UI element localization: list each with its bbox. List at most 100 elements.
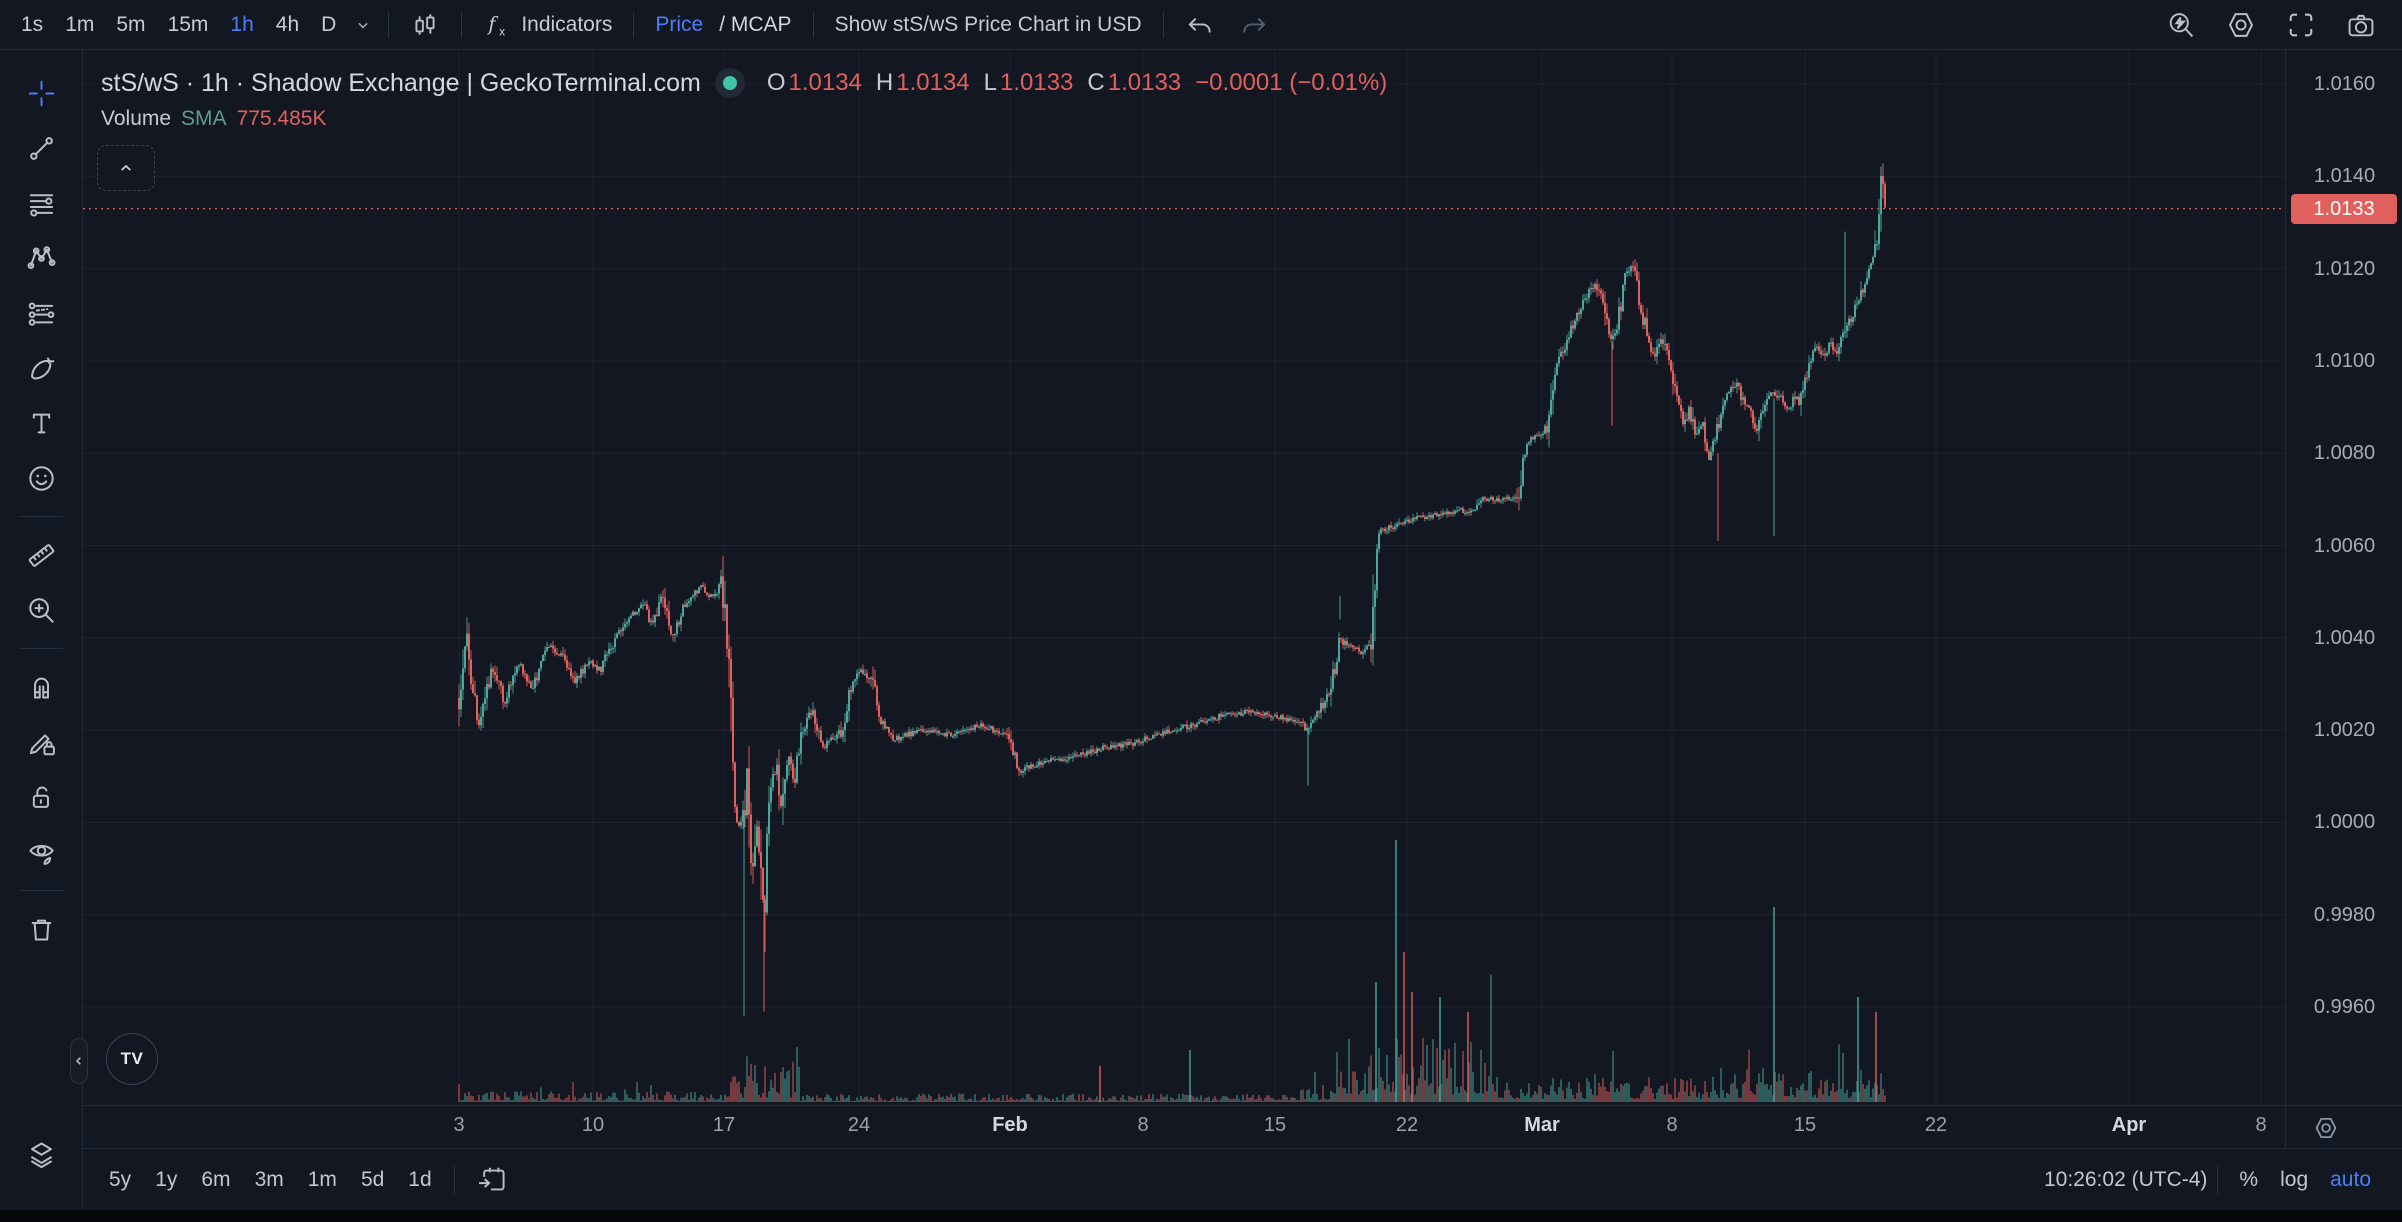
toolbar-divider [633,11,635,38]
range-6m-button[interactable]: 6m [189,1159,242,1201]
svg-text:x: x [499,25,505,38]
tool-brush-button[interactable] [17,345,65,391]
tool-emoji-button[interactable] [17,455,65,501]
auto-scale-button[interactable]: auto [2319,1168,2382,1192]
chevron-left-icon [75,1057,81,1065]
range-5d-button[interactable]: 5d [349,1159,396,1201]
clock-timezone-button[interactable]: 10:26:02 (UTC-4) [2044,1167,2208,1191]
percent-scale-button[interactable]: % [2228,1168,2269,1192]
time-axis-label: Apr [2111,1114,2147,1136]
sidebar-divider [19,890,63,891]
volume-value: 775.485K [236,107,327,130]
undo-icon [1187,17,1211,32]
price-axis-label: 0.9980 [2313,903,2376,926]
tool-edit-lock-button[interactable] [17,719,65,765]
screenshot-icon [2348,14,2374,36]
brush-icon [30,356,54,380]
screenshot-button[interactable] [2336,6,2386,44]
tool-projection-button[interactable] [17,290,65,336]
svg-text:f: f [487,12,499,35]
text-icon [32,413,50,433]
chevron-up-icon [121,164,131,171]
timeframe-1h-button[interactable]: 1h [219,6,264,44]
timeframe-15m-button[interactable]: 15m [157,6,220,44]
go-to-date-button[interactable] [465,1162,517,1197]
timeframe-1d-button[interactable]: D [310,6,347,44]
time-axis-label: 22 [1395,1114,1419,1136]
time-axis-label: 17 [712,1114,736,1136]
range-1m-button[interactable]: 1m [296,1159,349,1201]
indicators-button[interactable]: f x Indicators [471,6,624,44]
tool-xabcd-pattern-button[interactable] [17,235,65,281]
timeframe-1m-button[interactable]: 1m [54,6,105,44]
price-mcap-toggle[interactable]: Price / MCAP [643,6,803,44]
legend-collapse-button[interactable] [97,145,155,191]
tool-hide-drawings-button[interactable] [17,829,65,875]
toolbar-divider [388,11,390,38]
timeframe-4h-button[interactable]: 4h [265,6,310,44]
tool-crosshair-button[interactable] [17,70,65,116]
time-axis-label: 8 [1666,1114,1678,1136]
price-axis-label: 1.0160 [2313,73,2376,95]
mcap-toggle-label[interactable]: / MCAP [719,12,792,36]
settings-button[interactable] [2216,6,2266,44]
volume-indicator-label[interactable]: Volume [101,107,172,130]
price-axis[interactable]: 1.0160 1.0140 1.0120 1.0100 1.0080 1.0060 1.00… [2285,50,2402,1105]
range-5y-button[interactable]: 5y [97,1159,143,1201]
range-1y-button[interactable]: 1y [143,1159,189,1201]
price-axis-label: 1.0120 [2313,257,2376,280]
tool-magnet-button[interactable] [17,664,65,710]
timeframe-1s-button[interactable]: 1s [10,6,54,44]
timeframe-menu-button[interactable] [347,6,379,44]
symbol-title[interactable]: stS/wS · 1h · Shadow Exchange | GeckoTer… [101,68,701,97]
candles-icon [415,13,435,35]
log-scale-button[interactable]: log [2269,1168,2319,1192]
sidebar-collapse-button[interactable] [70,1038,88,1084]
tool-ruler-button[interactable] [17,532,65,578]
price-chart-canvas[interactable] [83,50,2285,1105]
volume-layer [458,840,1886,1102]
price-toggle-label[interactable]: Price [655,12,704,36]
hide-drawings-icon [28,844,54,865]
chevron-down-icon [358,22,369,29]
chart-pane[interactable]: stS/wS · 1h · Shadow Exchange | GeckoTer… [83,50,2285,1105]
price-axis-label: 1.0040 [2313,626,2376,649]
redo-icon [1242,17,1266,32]
tool-zoom-in-button[interactable] [17,587,65,633]
tool-text-button[interactable] [17,400,65,446]
timeframe-5m-button[interactable]: 5m [105,6,156,44]
tool-object-tree-button[interactable] [17,1130,65,1176]
quick-search-button[interactable] [2156,6,2206,44]
hexagon-settings-icon [2315,1117,2337,1139]
geckoterminal-logo-icon[interactable] [714,68,745,98]
time-axis-label: 8 [2255,1114,2267,1136]
tool-fib-retracement-button[interactable] [17,180,65,226]
emoji-icon [28,465,54,491]
tradingview-logo[interactable]: TV [106,1033,158,1085]
close-value: 1.0133 [1107,69,1182,96]
time-axis-label: 15 [1793,1114,1817,1136]
redo-button[interactable] [1227,6,1281,44]
crosshair-icon [28,80,54,106]
fullscreen-button[interactable] [2276,6,2326,44]
low-label: L [983,69,997,96]
toolbar-divider [812,11,814,38]
current-price-label: 1.0133 [2291,193,2397,224]
chart-type-button[interactable] [398,6,452,44]
volume-sma-label: SMA [181,107,227,130]
ohlc-values: O 1.0134 H 1.0134 L 1.0133 C 1.0133 −0.0001 … [767,69,1387,97]
tool-remove-drawings-button[interactable] [17,906,65,952]
toolbar-divider [2217,1165,2219,1194]
tool-lock-all-button[interactable] [17,774,65,820]
tool-trend-line-button[interactable] [17,125,65,171]
axis-settings-button[interactable] [2311,1113,2341,1146]
usd-denomination-toggle[interactable]: Show stS/wS Price Chart in USD [823,6,1154,44]
undo-button[interactable] [1173,6,1227,44]
magnet-icon [33,677,49,699]
change-value: −0.0001 (−0.01%) [1195,69,1388,96]
range-1d-button[interactable]: 1d [396,1159,443,1201]
time-axis-label: Feb [992,1114,1028,1136]
range-3m-button[interactable]: 3m [243,1159,296,1201]
drawing-toolbar [0,50,83,1210]
time-axis[interactable]: 3 10 17 24 Feb 8 15 22 Mar 8 15 22 Apr 8 [83,1105,2402,1149]
